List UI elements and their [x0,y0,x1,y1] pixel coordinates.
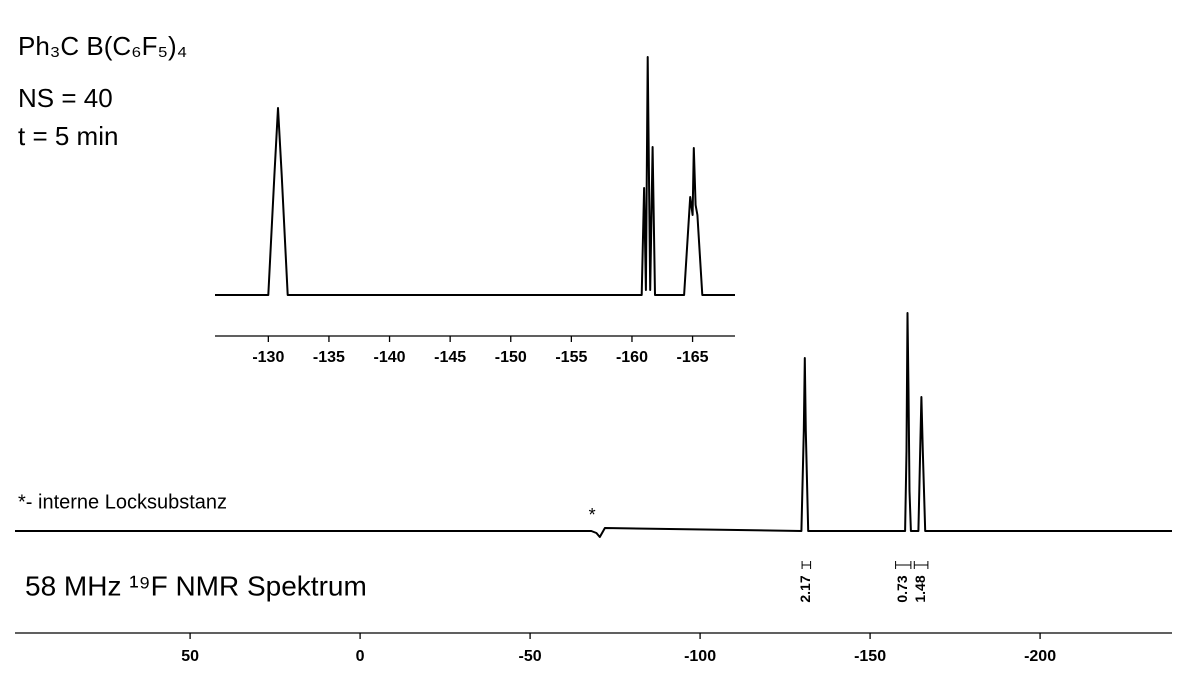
x-tick-label: -200 [1024,648,1056,665]
integral-bracket [895,561,912,569]
x-tick-label: -135 [313,349,345,366]
x-tick-label: -155 [555,349,587,366]
spectrum-line [15,312,1172,538]
x-tick-label: -140 [374,349,406,366]
peak-annotation: * [589,505,596,525]
scan-note: NS = 40 [18,83,113,113]
integral-label: 0.73 [894,575,910,602]
lock-note: *- interne Locksubstanz [18,491,227,513]
x-tick-label: -150 [854,648,886,665]
compound-title: Ph₃C B(C₆F₅)₄ [18,31,187,61]
x-tick-label: -100 [684,648,716,665]
x-tick-label: 0 [356,648,365,665]
x-tick-label: -165 [677,349,709,366]
integral-bracket [801,561,812,569]
integral-bracket [913,561,929,569]
spectrum-line [215,56,735,296]
x-tick-label: -160 [616,349,648,366]
x-tick-label: 50 [181,648,199,665]
x-tick-label: -150 [495,349,527,366]
integral-label: 2.17 [797,575,813,602]
x-tick-label: -130 [252,349,284,366]
integral-label: 1.48 [912,575,928,602]
x-tick-label: -50 [519,648,542,665]
spectrum-title: 58 MHz ¹⁹F NMR Spektrum [25,570,367,601]
time-note: t = 5 min [18,121,118,151]
x-tick-label: -145 [434,349,466,366]
